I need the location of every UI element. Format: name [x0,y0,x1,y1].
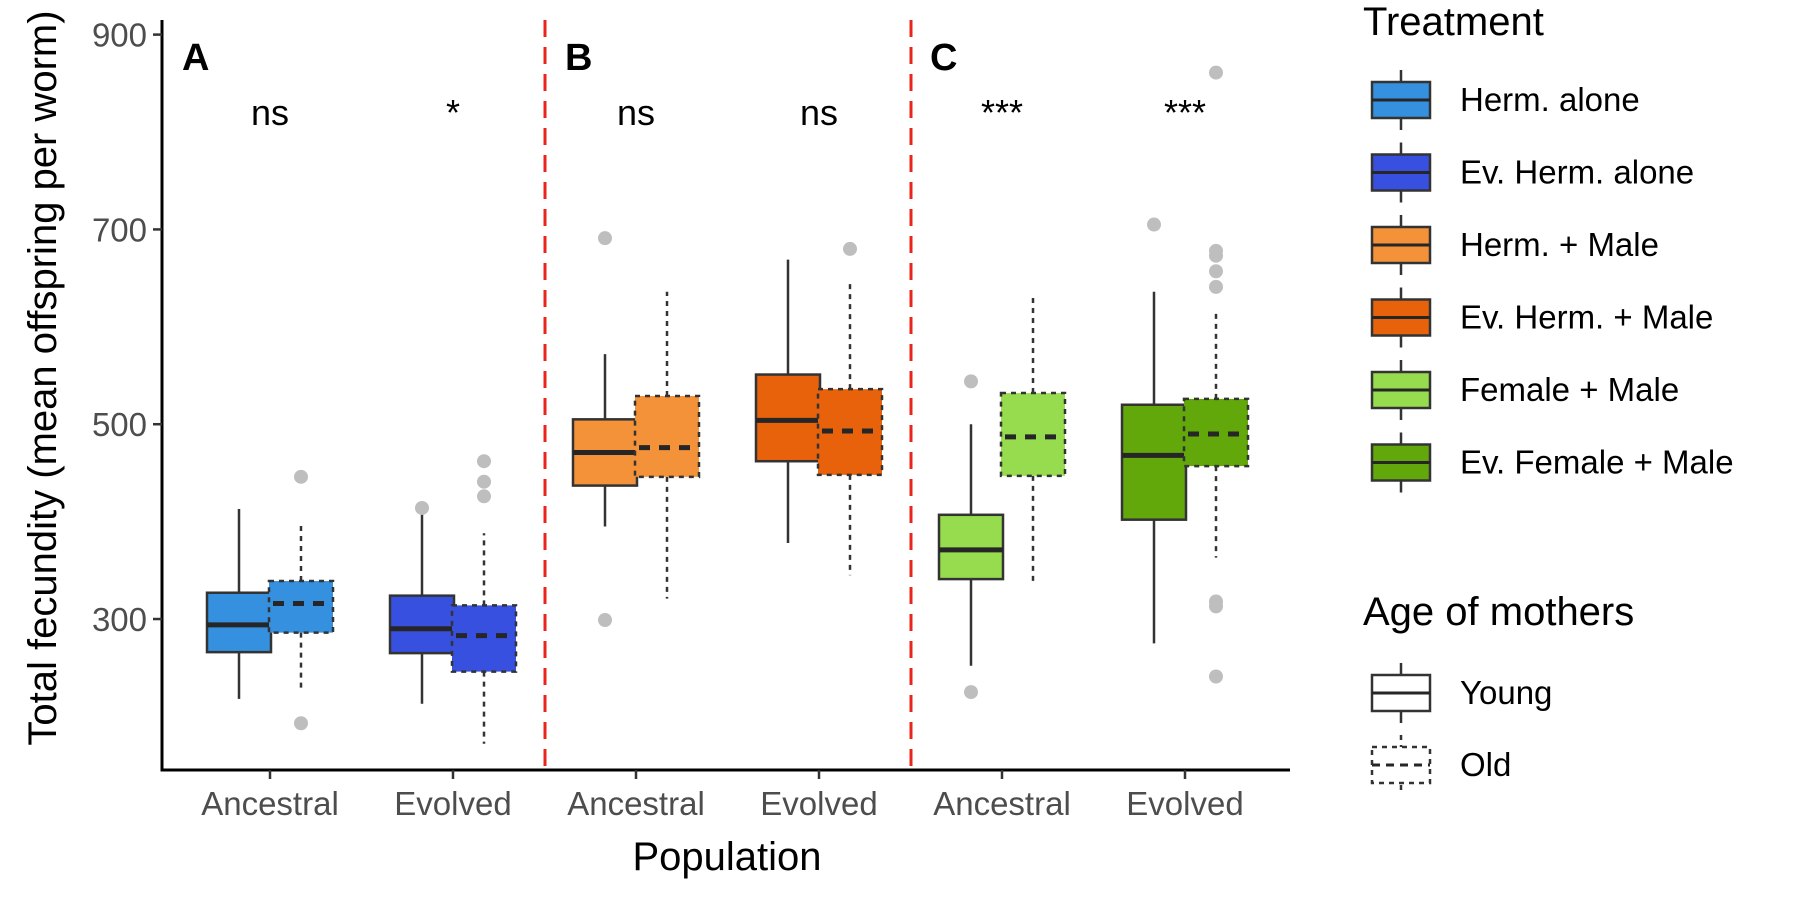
legend-item-age: Young [1370,663,1552,723]
y-tick-label: 300 [92,601,147,638]
legend-title-age: Age of mothers [1363,590,1634,634]
significance-label: *** [981,92,1023,133]
outlier-point [598,613,612,627]
panel-label: B [565,37,592,79]
box-4-young [937,374,1005,700]
legend-label: Ev. Herm. alone [1460,154,1694,191]
legend: Treatment Herm. alone Ev. Herm. alone Herm.… [1363,0,1734,795]
x-axis-title: Population [632,835,821,879]
box-2-young [571,231,639,627]
legend-label: Young [1460,674,1552,711]
x-tick-label: Ancestral [201,785,339,822]
box-iqr [1120,403,1188,521]
box-3-old [816,241,884,576]
y-tick-label: 900 [92,17,147,54]
outlier-point [1209,65,1223,80]
y-axis-title: Total fecundity (mean offspring per worm… [21,10,65,745]
outlier-point [477,489,491,504]
legend-title-treatment: Treatment [1363,0,1544,44]
legend-item-treatment: Herm. alone [1370,70,1640,130]
significance-label: ns [617,92,655,133]
box-1-old [450,454,518,744]
legend-label: Herm. + Male [1460,226,1659,263]
box-5-young [1120,217,1188,644]
legend-label: Old [1460,746,1511,783]
box-iqr [937,513,1005,581]
outlier-point [1209,279,1223,294]
plot-area: ns * ns ns *** *** A B C [182,20,1250,770]
x-tick-label: Evolved [1126,785,1243,822]
outlier-point [294,716,308,731]
legend-item-treatment: Herm. + Male [1370,215,1659,275]
legend-label: Ev. Female + Male [1460,444,1734,481]
outlier-point [1209,264,1223,279]
outlier-point [1209,669,1223,684]
x-tick-label: Evolved [760,785,877,822]
legend-item-treatment: Female + Male [1370,360,1679,420]
outlier-point [843,241,857,256]
box-iqr [267,579,335,634]
outlier-point [1147,217,1161,232]
outlier-point [477,454,491,469]
box-2-old [633,291,701,599]
box-0-old [267,469,335,731]
box-iqr [388,594,456,655]
legend-item-age: Old [1370,735,1511,795]
outlier-point [964,685,978,700]
legend-item-treatment: Ev. Herm. alone [1370,142,1694,203]
significance-label: * [446,92,460,133]
legend-label: Ev. Herm. + Male [1460,299,1713,336]
legend-label: Herm. alone [1460,81,1640,118]
outlier-point [1209,243,1223,258]
box-5-old [1182,65,1250,684]
y-tick-label: 700 [92,211,147,248]
outlier-point [964,374,978,389]
legend-item-treatment: Ev. Female + Male [1370,432,1734,493]
significance-label: *** [1164,92,1206,133]
box-0-young [205,508,273,699]
axes: 300 500 700 900 Ancestral Evolved Ancestral Evo… [21,10,1290,879]
x-tick-label: Ancestral [567,785,705,822]
outlier-point [1209,594,1223,609]
panel-label: C [930,37,957,79]
y-tick-label: 500 [92,406,147,443]
significance-label: ns [251,92,289,133]
legend-item-treatment: Ev. Herm. + Male [1370,287,1713,348]
outlier-point [477,474,491,489]
outlier-point [415,500,429,515]
panel-label: A [182,37,209,79]
outlier-point [294,469,308,484]
box-iqr [450,604,518,673]
legend-label: Female + Male [1460,371,1679,408]
box-4-old [999,294,1067,583]
box-1-young [388,500,456,704]
x-tick-label: Evolved [394,785,511,822]
outlier-point [598,231,612,246]
box-iqr [633,394,701,479]
x-tick-label: Ancestral [933,785,1071,822]
significance-label: ns [800,92,838,133]
box-3-young [754,259,822,544]
